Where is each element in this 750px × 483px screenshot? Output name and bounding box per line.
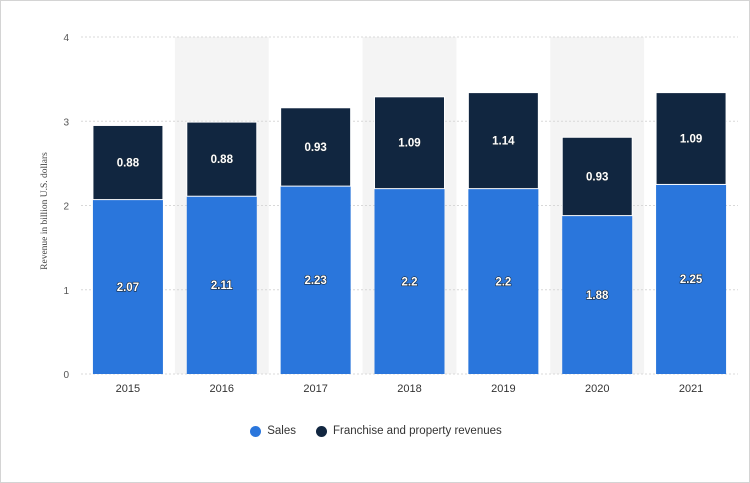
bar-sales-2018[interactable] <box>374 188 445 374</box>
bar-franchise-2016[interactable] <box>186 121 258 197</box>
bar-sales-2017[interactable] <box>280 186 351 374</box>
y-tick-label: 0 <box>63 370 69 381</box>
data-label-sales-2018: 2.2 <box>402 276 418 288</box>
bar-franchise-2018[interactable] <box>374 96 445 190</box>
bar-sales-2016[interactable] <box>186 196 257 374</box>
x-tick-label-2017: 2017 <box>303 383 327 395</box>
data-label-franchise-2018: 1.09 <box>398 138 420 150</box>
bar-franchise-2019[interactable] <box>467 92 539 190</box>
x-tick-label-2018: 2018 <box>397 383 421 395</box>
bar-franchise-2021[interactable] <box>655 92 727 185</box>
x-axis-ticks: 2015 2016 2017 2018 2019 2020 2021 <box>116 383 704 395</box>
legend-label-franchise: Franchise and property revenues <box>333 425 502 437</box>
data-label-sales-2016: 2.11 <box>211 280 233 292</box>
legend: Sales Franchise and property revenues <box>1 425 750 437</box>
legend-marker-franchise <box>316 425 327 437</box>
stacked-bar-chart: 0 1 2 3 4 Revenue in billion U.S. dollars 2.… <box>40 33 738 395</box>
data-label-franchise-2017: 0.93 <box>304 142 326 154</box>
bar-sales-2021[interactable] <box>656 184 727 374</box>
x-tick-label-2021: 2021 <box>679 383 703 395</box>
x-tick-label-2016: 2016 <box>210 383 234 395</box>
data-label-sales-2015: 2.07 <box>117 282 139 294</box>
data-label-sales-2019: 2.2 <box>495 276 511 288</box>
bar-franchise-2017[interactable] <box>280 107 352 187</box>
x-tick-label-2020: 2020 <box>585 383 609 395</box>
legend-label-sales: Sales <box>267 425 296 437</box>
data-labels: 2.07 0.88 2.11 0.88 2.23 0.93 2.2 1.09 2.2 1.14 1.… <box>116 133 703 302</box>
data-label-franchise-2019: 1.14 <box>492 136 515 148</box>
legend-item-sales[interactable]: Sales <box>250 425 296 437</box>
x-tick-label-2019: 2019 <box>491 383 515 395</box>
y-tick-label: 4 <box>63 33 69 44</box>
y-tick-label: 3 <box>63 117 69 128</box>
bars <box>92 92 727 374</box>
data-label-franchise-2021: 1.09 <box>680 134 702 146</box>
y-axis-ticks: 0 1 2 3 4 <box>63 33 69 381</box>
legend-marker-sales <box>250 425 262 437</box>
legend-item-franchise[interactable]: Franchise and property revenues <box>316 425 502 437</box>
data-label-franchise-2020: 0.93 <box>586 171 608 183</box>
data-label-franchise-2016: 0.88 <box>211 154 234 166</box>
data-label-sales-2020: 1.88 <box>586 290 609 302</box>
data-label-sales-2017: 2.23 <box>304 275 326 287</box>
bar-sales-2015[interactable] <box>92 199 163 374</box>
data-label-franchise-2015: 0.88 <box>117 158 140 170</box>
y-axis-label: Revenue in billion U.S. dollars <box>40 152 50 270</box>
y-tick-label: 1 <box>63 286 69 297</box>
bar-franchise-2020[interactable] <box>561 136 633 217</box>
y-tick-label: 2 <box>63 202 69 213</box>
bar-sales-2020[interactable] <box>562 215 633 374</box>
bar-sales-2019[interactable] <box>468 188 539 374</box>
x-tick-label-2015: 2015 <box>116 383 140 395</box>
data-label-sales-2021: 2.25 <box>680 274 703 286</box>
bar-franchise-2015[interactable] <box>92 124 164 201</box>
